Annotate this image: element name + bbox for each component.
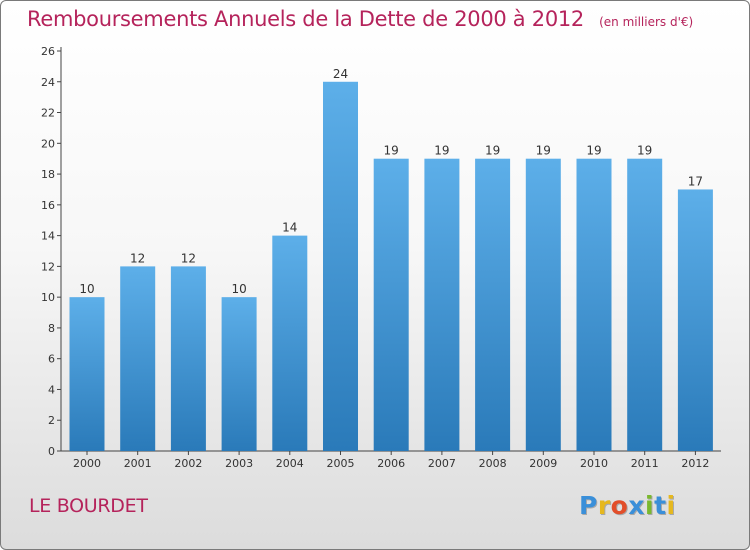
x-tick-label: 2004 [276,457,304,470]
data-labels: 10 12 12 10 14 24 19 19 19 19 19 19 17 [79,67,703,296]
logo-letter: P [579,491,598,520]
data-label: 19 [384,144,399,158]
bar-2012 [677,189,713,451]
chart-title: Remboursements Annuels de la Dette de 20… [27,7,584,31]
y-tick-label: 12 [41,260,55,273]
y-tick-label: 16 [41,199,55,212]
bar-2011 [627,158,663,451]
y-tick-label: 0 [48,445,55,458]
data-label: 14 [282,221,297,235]
y-tick-label: 10 [41,291,55,304]
data-label: 12 [130,251,145,265]
y-tick-label: 22 [41,107,55,120]
bar-2004 [272,235,308,451]
y-tick-label: 18 [41,168,55,181]
x-tick-label: 2002 [174,457,202,470]
bar-2009 [525,158,561,451]
logo-letter: o [610,491,629,520]
x-tick-label: 2010 [580,457,608,470]
y-tick-label: 24 [41,76,55,89]
data-label: 12 [181,251,196,265]
data-label: 19 [637,144,652,158]
x-tick-label: 2006 [377,457,405,470]
y-tick-label: 14 [41,230,55,243]
x-tick-label: 2012 [681,457,709,470]
logo-letter: i [666,491,676,520]
place-name: LE BOURDET [29,495,148,517]
chart-unit: (en milliers d'€) [599,15,694,29]
data-label: 19 [485,144,500,158]
bar-2003 [221,297,257,451]
x-tick-label: 2001 [124,457,152,470]
x-tick-label: 2007 [428,457,456,470]
x-tick-label: 2008 [479,457,507,470]
y-tick-label: 4 [48,383,55,396]
bar-2005 [323,81,358,452]
bars [69,81,713,452]
y-tick-label: 26 [41,45,55,58]
data-label: 10 [79,282,94,296]
data-label: 19 [434,144,449,158]
data-label: 10 [231,282,246,296]
bar-2000 [69,297,105,451]
y-tick-label: 20 [41,137,55,150]
data-label: 19 [536,144,551,158]
logo-letter: i [645,491,655,520]
logo-letter: t [654,491,667,520]
x-tick-label: 2005 [327,457,355,470]
data-label: 24 [333,67,348,81]
data-label: 17 [688,174,703,188]
proxiti-logo: Proxiti [579,491,676,520]
bar-2008 [475,158,511,451]
logo-letter: r [597,491,611,520]
bar-2007 [424,158,460,451]
bar-2001 [120,266,156,451]
x-tick-label: 2011 [631,457,659,470]
bar-2010 [576,158,612,451]
logo-letter: x [628,491,645,520]
y-tick-label: 2 [48,414,55,427]
bar-2006 [373,158,409,451]
y-tick-label: 8 [48,322,55,335]
data-label: 19 [586,144,601,158]
x-tick-label: 2000 [73,457,101,470]
bar-2002 [170,266,206,451]
x-tick-label: 2003 [225,457,253,470]
title-row: Remboursements Annuels de la Dette de 20… [27,7,693,31]
y-tick-label: 6 [48,353,55,366]
x-tick-label: 2009 [529,457,557,470]
